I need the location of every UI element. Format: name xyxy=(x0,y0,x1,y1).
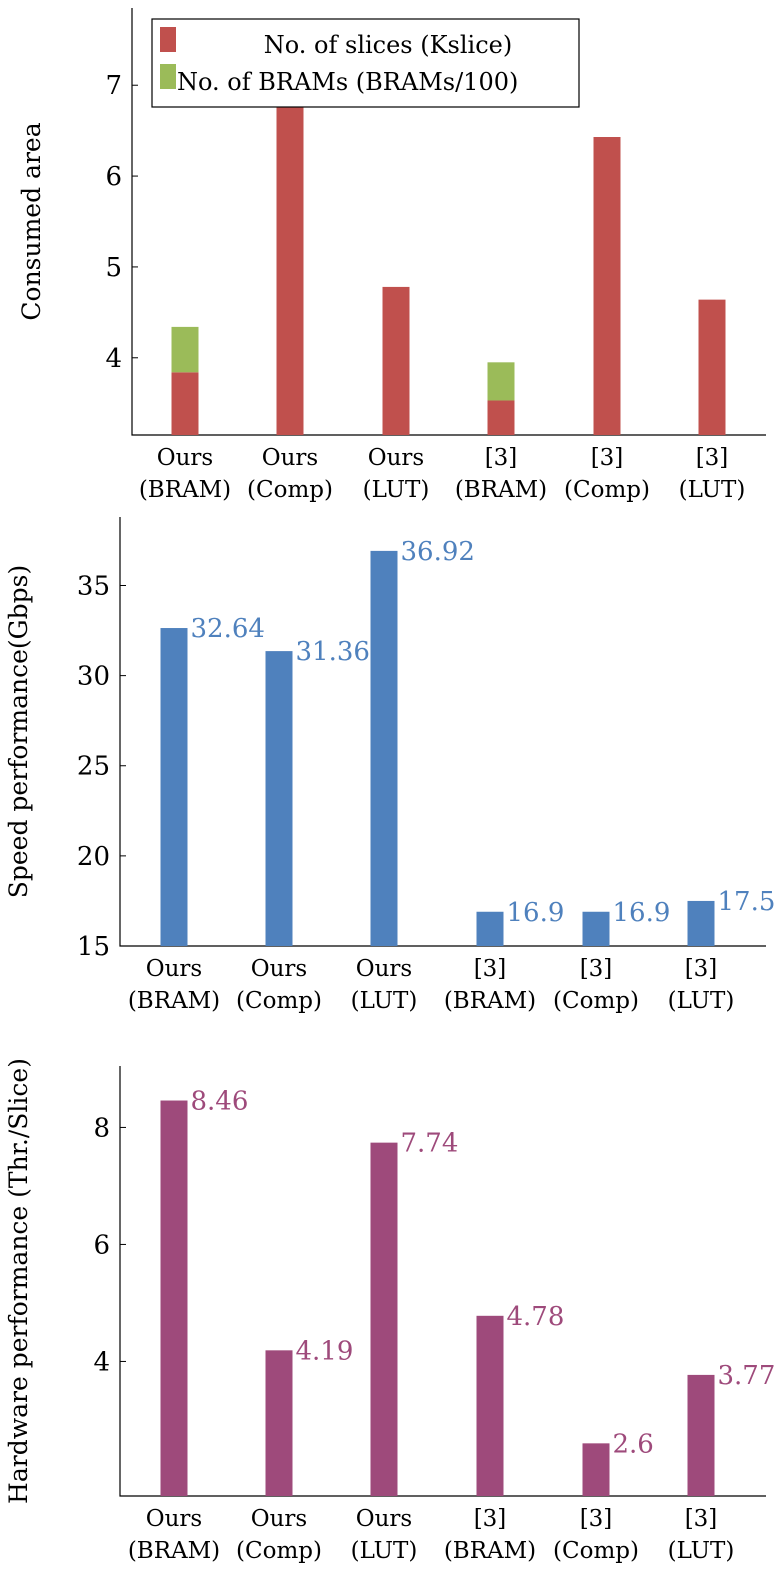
legend: No. of slices (Kslice) No. of BRAMs (BRAM… xyxy=(151,18,580,108)
data-label: 16.9 xyxy=(507,898,565,928)
y-axis-label: Hardware performance (Thr./Slice) xyxy=(4,1058,33,1504)
y-axis-label: Consumed area xyxy=(17,122,46,320)
bar xyxy=(160,628,188,946)
x-tick-label: [3] xyxy=(580,1506,613,1532)
x-tick-label: (LUT) xyxy=(668,988,735,1014)
x-tick-label: (BRAM) xyxy=(128,988,220,1014)
y-tick-label: 20 xyxy=(77,842,110,872)
data-label: 4.19 xyxy=(296,1336,354,1366)
speed-chart: 15 20 25 30 35 Speed performance(Gbps) Ours (BR… xyxy=(4,517,775,1014)
x-tick-label: [3] xyxy=(685,1506,718,1532)
x-tick-label: (BRAM) xyxy=(444,1538,536,1564)
x-tick-label: (Comp) xyxy=(236,1538,322,1564)
bar xyxy=(160,1100,188,1496)
x-tick-label: (BRAM) xyxy=(139,477,231,503)
y-tick-label: 25 xyxy=(77,752,110,782)
x-tick-label: Ours xyxy=(146,1506,202,1532)
bar xyxy=(276,106,304,436)
y-tick-label: 6 xyxy=(105,162,122,192)
x-tick-label: Ours xyxy=(146,956,202,982)
data-label: 32.64 xyxy=(191,614,265,644)
bar xyxy=(593,137,621,435)
x-tick-label: [3] xyxy=(580,956,613,982)
bar xyxy=(476,911,504,946)
x-tick-label: (LUT) xyxy=(351,988,418,1014)
y-tick-label: 35 xyxy=(77,571,110,601)
x-tick-label: Ours xyxy=(157,445,213,471)
bar xyxy=(171,326,199,373)
axis-lines xyxy=(131,8,766,436)
bar xyxy=(265,1350,293,1496)
legend-swatch xyxy=(160,64,176,89)
x-tick-label: (LUT) xyxy=(351,1538,418,1564)
x-tick-label: (BRAM) xyxy=(455,477,547,503)
x-tick-label: [3] xyxy=(474,956,507,982)
x-tick-label: [3] xyxy=(685,956,718,982)
data-label: 3.77 xyxy=(718,1361,776,1391)
x-tick-label: [3] xyxy=(474,1506,507,1532)
area-chart: 4 5 6 7 Consumed area Ours (BRAM) Ours (Comp) Our… xyxy=(17,8,766,503)
x-tick-label: Ours xyxy=(356,956,412,982)
data-label: 8.46 xyxy=(191,1087,249,1117)
y-tick-label: 8 xyxy=(93,1113,110,1143)
bar xyxy=(476,1315,504,1496)
x-tick-label: (BRAM) xyxy=(444,988,536,1014)
x-tick-label: Ours xyxy=(368,445,424,471)
x-tick-label: [3] xyxy=(591,445,624,471)
x-tick-label: (Comp) xyxy=(553,988,639,1014)
x-tick-label: (BRAM) xyxy=(128,1538,220,1564)
bar xyxy=(687,900,715,946)
data-label: 36.92 xyxy=(401,537,475,567)
data-label: 4.78 xyxy=(507,1302,565,1332)
y-tick-label: 4 xyxy=(93,1347,110,1377)
legend-swatch xyxy=(160,27,176,52)
bar xyxy=(171,372,199,435)
axis-lines xyxy=(119,517,766,947)
hardware-chart: 4 6 8 Hardware performance (Thr./Slice) Ours… xyxy=(4,1058,775,1564)
bar xyxy=(582,911,610,946)
y-tick-label: 6 xyxy=(93,1230,110,1260)
legend-label: No. of BRAMs (BRAMs/100) xyxy=(177,68,518,96)
x-tick-label: Ours xyxy=(356,1506,412,1532)
x-tick-label: Ours xyxy=(251,956,307,982)
x-tick-label: (Comp) xyxy=(247,477,333,503)
x-tick-label: Ours xyxy=(251,1506,307,1532)
bar xyxy=(487,362,515,401)
x-tick-label: (LUT) xyxy=(363,477,430,503)
data-label: 31.36 xyxy=(296,637,370,667)
data-label: 17.5 xyxy=(718,887,776,917)
y-axis-label: Speed performance(Gbps) xyxy=(4,565,33,899)
y-tick-label: 30 xyxy=(77,662,110,692)
bar xyxy=(698,299,726,435)
bar xyxy=(382,286,410,435)
y-tick-label: 7 xyxy=(105,71,122,101)
bar xyxy=(370,550,398,946)
x-tick-label: (Comp) xyxy=(564,477,650,503)
data-label: 7.74 xyxy=(401,1129,459,1159)
x-tick-label: (LUT) xyxy=(668,1538,735,1564)
data-label: 16.9 xyxy=(613,898,671,928)
data-label: 2.6 xyxy=(613,1429,654,1459)
x-tick-label: Ours xyxy=(262,445,318,471)
legend-box xyxy=(151,18,580,108)
y-tick-label: 4 xyxy=(105,344,122,374)
x-tick-label: [3] xyxy=(485,445,518,471)
bar xyxy=(487,400,515,435)
x-tick-label: (Comp) xyxy=(553,1538,639,1564)
bar xyxy=(582,1443,610,1496)
x-tick-label: (Comp) xyxy=(236,988,322,1014)
bar xyxy=(687,1374,715,1496)
bar xyxy=(265,651,293,946)
y-tick-label: 15 xyxy=(77,932,110,962)
axis-lines xyxy=(119,1066,766,1497)
y-tick-label: 5 xyxy=(105,253,122,283)
x-tick-label: (LUT) xyxy=(679,477,746,503)
bar xyxy=(370,1142,398,1496)
x-tick-label: [3] xyxy=(696,445,729,471)
legend-label: No. of slices (Kslice) xyxy=(264,31,512,59)
